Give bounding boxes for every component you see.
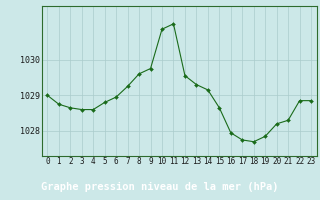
Text: Graphe pression niveau de la mer (hPa): Graphe pression niveau de la mer (hPa): [41, 182, 279, 192]
